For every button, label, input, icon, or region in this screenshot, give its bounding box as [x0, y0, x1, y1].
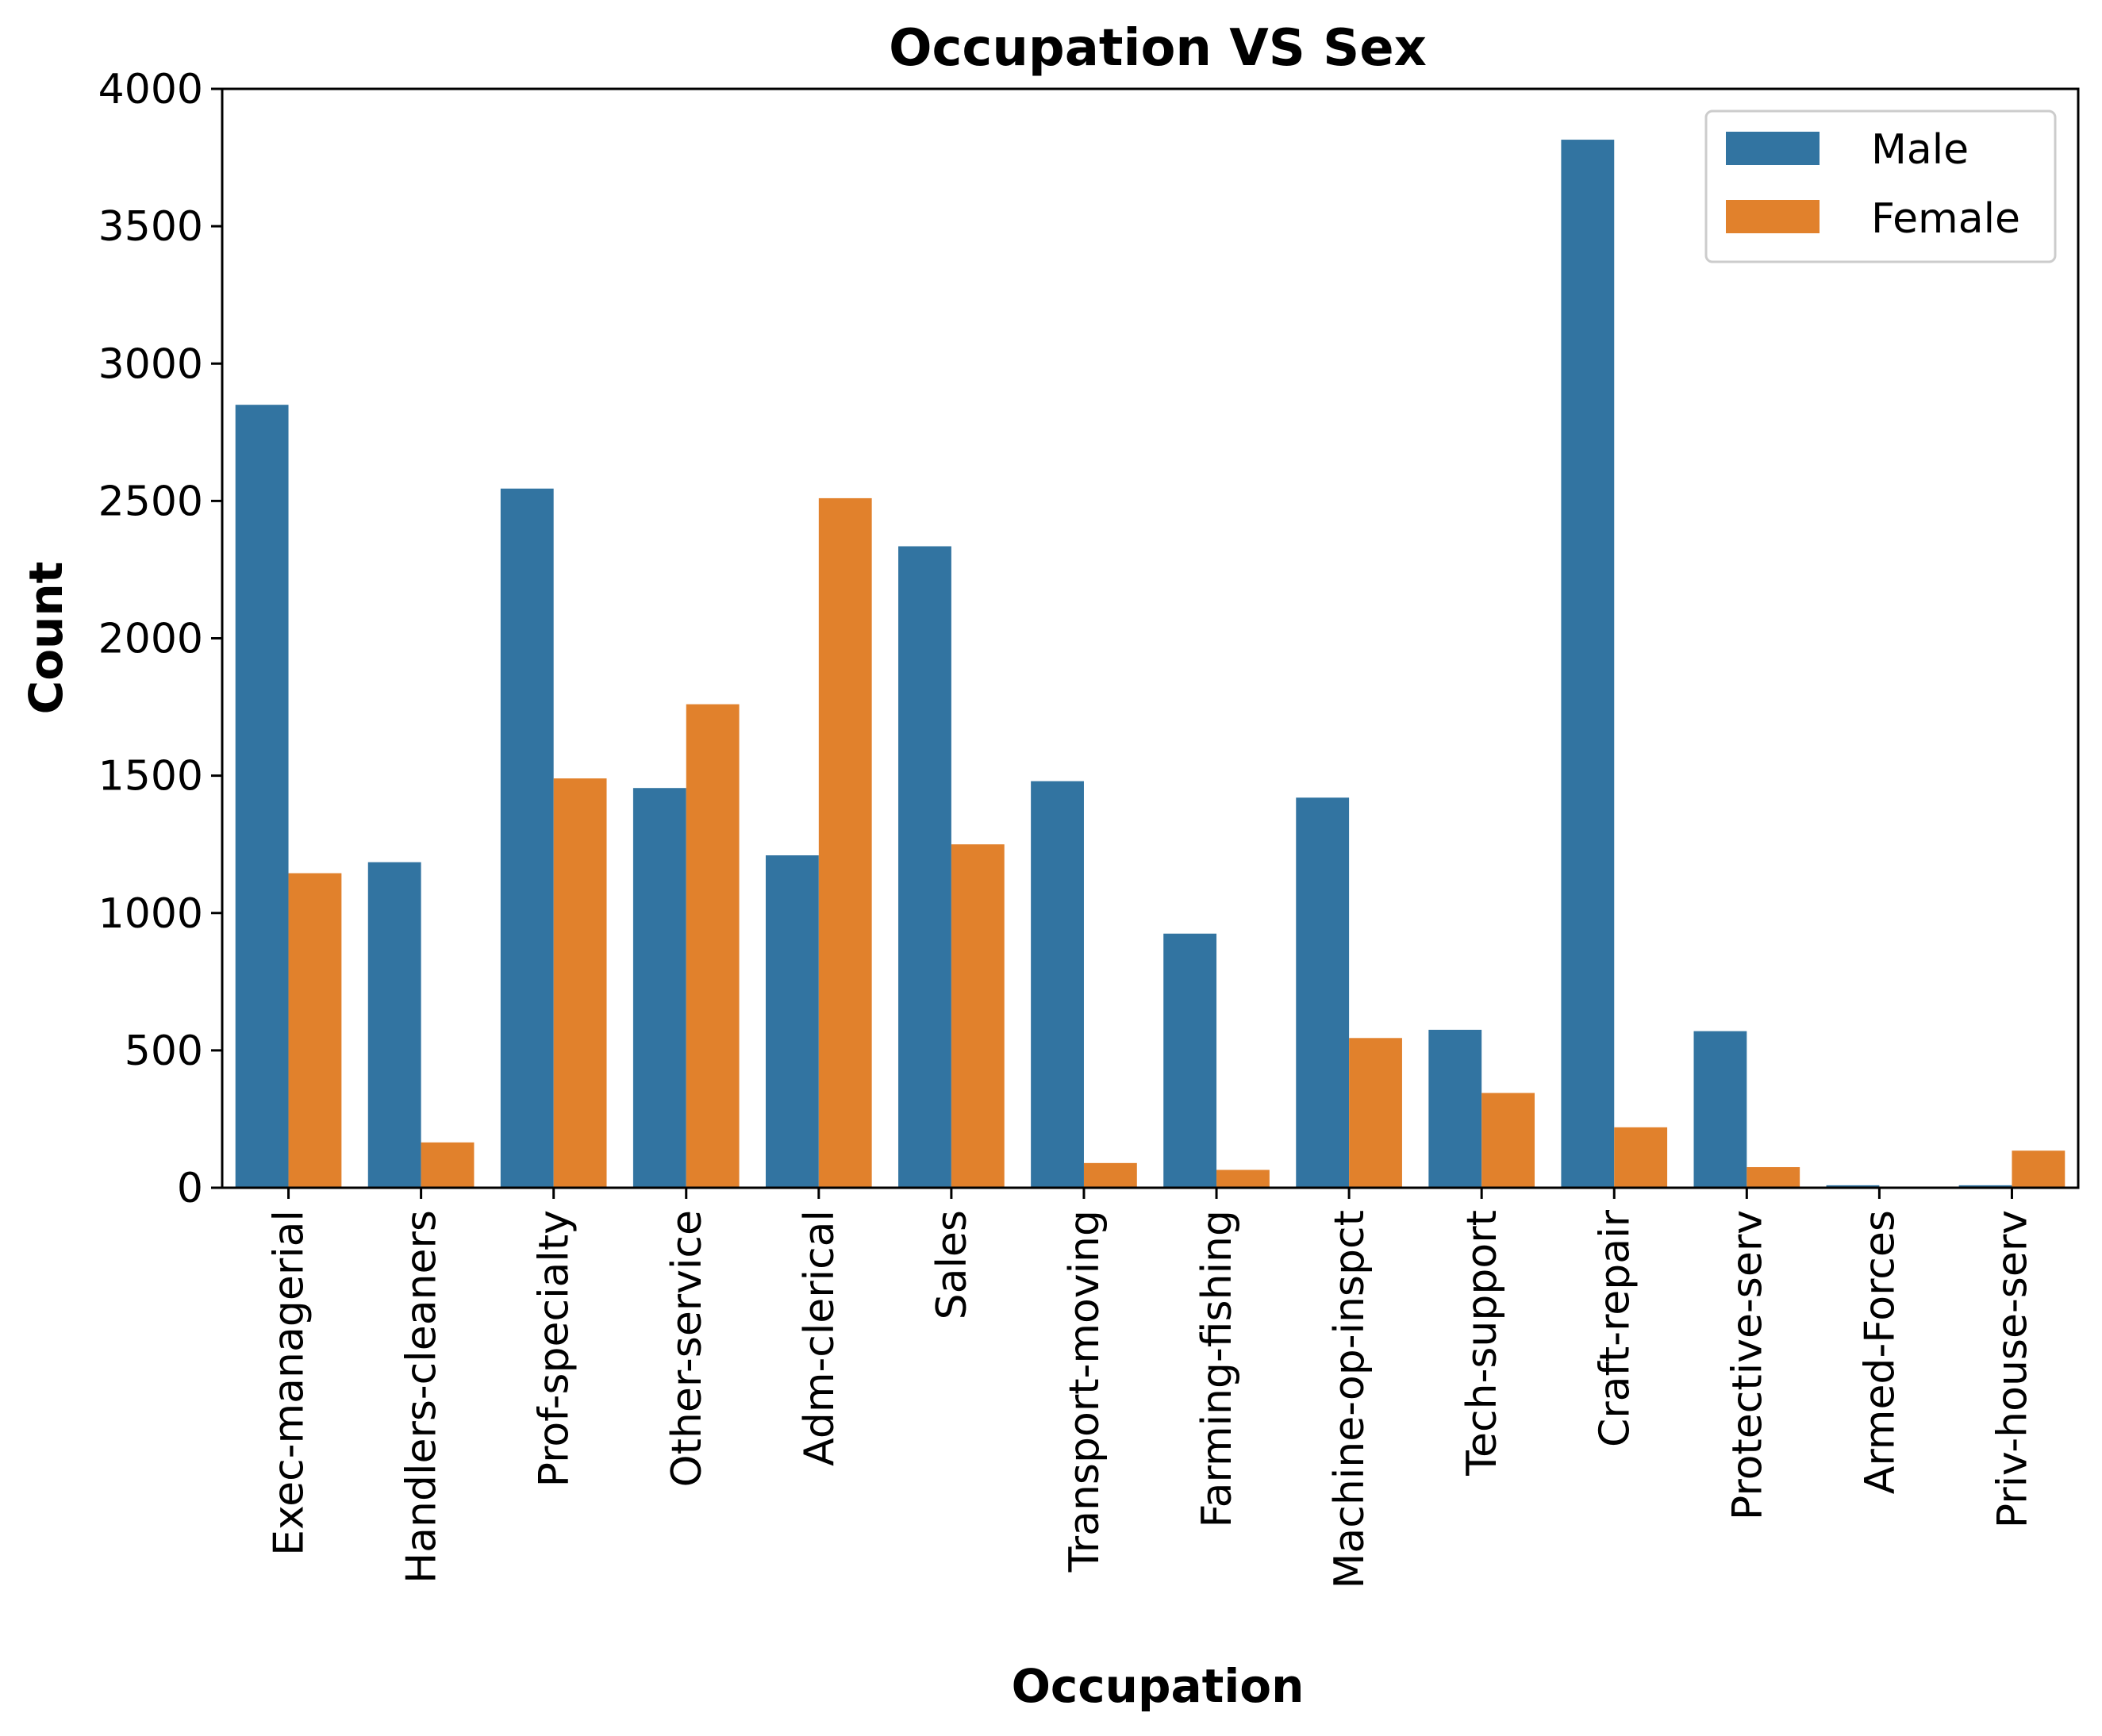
- bar-female-priv-house-serv: [2012, 1150, 2065, 1188]
- bar-female-craft-repair: [1614, 1127, 1668, 1188]
- y-axis: 0 500 1000 1500 2000 2500 3000 3500 4000: [98, 66, 222, 1212]
- bar-male-exec-managerial: [235, 405, 289, 1188]
- y-tick-label: 2000: [98, 616, 203, 663]
- y-tick-label: 500: [125, 1027, 203, 1075]
- bar-female-prof-specialty: [553, 778, 607, 1188]
- bar-male-sales: [898, 546, 951, 1188]
- plot-frame: [221, 87, 2080, 1189]
- x-tick-label: Machine-op-inspct: [1326, 1210, 1374, 1588]
- bar-male-farming-fishing: [1163, 933, 1217, 1188]
- bar-female-farming-fishing: [1216, 1169, 1270, 1188]
- x-axis: Exec-managerial Handlers-cleaners Prof-spe…: [266, 1188, 2036, 1588]
- y-tick-label: 3000: [98, 340, 203, 388]
- bar-male-priv-house-serv: [1958, 1185, 2012, 1188]
- bar-male-prof-specialty: [500, 488, 554, 1188]
- bar-male-other-service: [632, 788, 686, 1188]
- bar-male-craft-repair: [1561, 140, 1615, 1188]
- legend-swatch-female: [1726, 200, 1820, 233]
- x-tick-label: Priv-house-serv: [1989, 1210, 2036, 1528]
- x-axis-label: Occupation: [1012, 1659, 1305, 1713]
- bar-male-transport-moving: [1031, 781, 1084, 1188]
- y-tick-label: 2500: [98, 478, 203, 525]
- bar-male-protective-serv: [1693, 1031, 1747, 1188]
- bar-female-protective-serv: [1747, 1167, 1800, 1188]
- y-axis-label: Count: [19, 562, 73, 715]
- x-tick-label: Handlers-cleaners: [398, 1210, 446, 1584]
- bar-female-adm-clerical: [818, 497, 872, 1188]
- bar-female-exec-managerial: [288, 873, 342, 1188]
- x-tick-label: Armed-Forces: [1856, 1210, 1904, 1494]
- x-tick-label: Adm-clerical: [796, 1210, 843, 1466]
- x-tick-label: Craft-repair: [1591, 1209, 1639, 1447]
- x-tick-label: Tech-support: [1458, 1210, 1506, 1477]
- legend-label-female: Female: [1871, 195, 2020, 243]
- x-tick-label: Farming-fishing: [1193, 1210, 1241, 1528]
- y-tick-label: 4000: [98, 66, 203, 113]
- bar-male-handlers-cleaners: [367, 862, 421, 1188]
- bar-female-other-service: [686, 704, 740, 1188]
- y-tick-label: 3500: [98, 203, 203, 251]
- y-tick-label: 1000: [98, 890, 203, 938]
- legend: Male Female: [1704, 109, 2057, 263]
- bars-group: [235, 140, 2065, 1188]
- x-tick-label: Sales: [928, 1210, 976, 1319]
- bar-female-sales: [951, 844, 1005, 1188]
- bar-female-handlers-cleaners: [421, 1142, 475, 1188]
- x-tick-label: Exec-managerial: [266, 1210, 313, 1556]
- chart-title: Occupation VS Sex: [889, 19, 1427, 78]
- bar-male-adm-clerical: [765, 855, 819, 1188]
- bar-male-tech-support: [1428, 1029, 1482, 1188]
- y-tick-label: 1500: [98, 753, 203, 801]
- bar-female-machine-op-inspct: [1349, 1038, 1402, 1188]
- bar-female-tech-support: [1481, 1093, 1535, 1188]
- x-tick-label: Prof-specialty: [531, 1210, 578, 1487]
- x-tick-label: Other-service: [663, 1210, 711, 1487]
- x-tick-label: Transport-moving: [1061, 1210, 1109, 1573]
- bar-male-machine-op-inspct: [1296, 797, 1350, 1188]
- x-tick-label: Protective-serv: [1723, 1210, 1771, 1520]
- bar-female-transport-moving: [1083, 1162, 1137, 1188]
- y-tick-label: 0: [177, 1165, 203, 1212]
- legend-swatch-male: [1726, 132, 1820, 165]
- legend-label-male: Male: [1871, 126, 1969, 174]
- bar-male-armed-forces: [1826, 1185, 1880, 1188]
